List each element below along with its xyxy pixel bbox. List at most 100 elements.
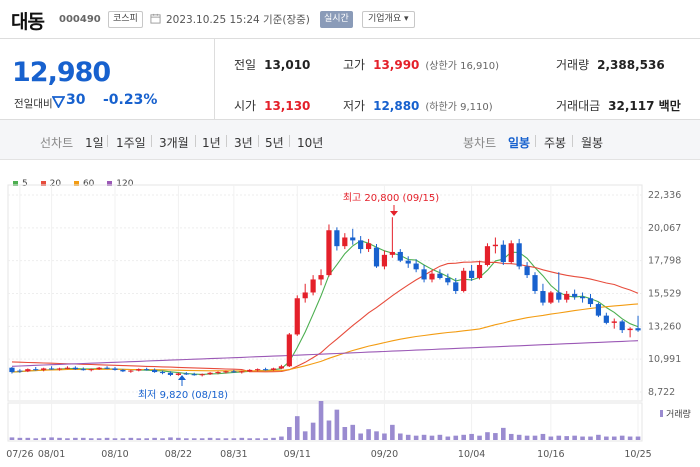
period-5y[interactable]: 5년 [265, 136, 284, 150]
candle-body [48, 368, 55, 370]
stock-chart[interactable]: 22,336 20,067 17,798 15,529 13,260 10,991 8,72… [0, 160, 700, 467]
volume-bar [382, 433, 387, 440]
divider [535, 135, 536, 147]
realtime-button[interactable]: 실시간 [320, 11, 353, 28]
candle-body [572, 293, 578, 297]
x-tick-label: 08/22 [165, 449, 192, 460]
volume-bar [461, 434, 466, 440]
change-percent: -0.23% [103, 92, 158, 108]
volume-bar [453, 435, 459, 440]
candle-body [302, 292, 308, 299]
candle-body [167, 372, 174, 375]
divider [214, 39, 215, 119]
candle-body [397, 251, 403, 261]
y-tick-label: 22,336 [648, 190, 681, 201]
candle-body [183, 373, 189, 375]
candle-body [104, 367, 110, 369]
low-annotation: 최저 9,820 (08/18) [138, 389, 228, 401]
quote-datetime: 2023.10.25 15:24 기준(장중) [166, 14, 310, 26]
volume-bar [215, 438, 221, 440]
candle-body [540, 291, 546, 303]
volume-bar [17, 437, 23, 440]
legend-swatch [73, 181, 79, 186]
volume-bar [326, 420, 332, 440]
volume-bar [239, 437, 245, 440]
volume-bar [358, 433, 363, 440]
candle-body [56, 368, 63, 370]
candle-body [199, 374, 205, 376]
candle-body [326, 230, 332, 276]
candle-body [17, 370, 23, 372]
candle-body [64, 367, 71, 369]
period-1w[interactable]: 1주일 [116, 136, 146, 150]
divider [289, 135, 290, 147]
y-tick-label: 8,722 [648, 387, 675, 398]
volume-bar [508, 433, 514, 440]
volume-bar [128, 437, 134, 440]
candle-body [278, 366, 285, 369]
candle-body [381, 254, 388, 267]
volume-bar [635, 436, 641, 440]
volume-bar [532, 435, 538, 440]
volume: 거래량 2,388,536 [556, 58, 665, 72]
volume-bar [120, 438, 126, 440]
period-3m[interactable]: 3개월 [159, 136, 189, 150]
volume-bar [469, 433, 474, 440]
candle-body [500, 244, 506, 263]
candle-monthly[interactable]: 월봉 [581, 136, 604, 150]
stock-header: 대동 000490 코스피 2023.10.25 15:24 기준(장중) 실시… [0, 0, 700, 38]
clock-icon [150, 13, 161, 24]
volume-bar [516, 434, 522, 440]
volume-bar [112, 438, 118, 440]
candle-daily[interactable]: 일봉 [508, 136, 531, 150]
volume-bar [168, 437, 173, 440]
divider [572, 135, 573, 147]
period-10y[interactable]: 10년 [297, 136, 324, 150]
candle-body [587, 298, 594, 305]
volume-bar [96, 438, 102, 440]
high-annotation: 최고 20,800 (09/15) [343, 192, 439, 204]
volume-bar [49, 437, 54, 440]
volume-bar [88, 438, 94, 440]
volume-bar [366, 429, 371, 440]
period-3y[interactable]: 3년 [234, 136, 253, 150]
candle-body [120, 369, 126, 372]
volume-bar [524, 435, 530, 440]
down-arrow-icon [52, 96, 65, 108]
current-price: 12,980 [12, 57, 111, 88]
x-tick-label: 09/11 [284, 449, 311, 460]
volume-bar [627, 436, 633, 440]
period-1d[interactable]: 1일 [85, 136, 104, 150]
volume-bar [144, 438, 149, 440]
candle-body [318, 275, 324, 280]
volume-bar [390, 424, 395, 440]
candle-body [469, 270, 475, 279]
candle-body [294, 298, 300, 335]
volume-bar [540, 433, 546, 440]
volume-bar [271, 437, 276, 440]
volume-bar [421, 434, 427, 440]
day-high: 고가 13,990 (상한가 16,910) [343, 58, 499, 72]
volume-bar [199, 438, 205, 440]
period-1y[interactable]: 1년 [202, 136, 221, 150]
stock-code: 000490 [59, 14, 101, 25]
candle-body [88, 369, 94, 371]
candle-body [556, 292, 562, 300]
volume-bar [405, 434, 411, 440]
candle-weekly[interactable]: 주봉 [544, 136, 567, 150]
volume-bar [255, 438, 260, 440]
candle-body [191, 374, 197, 376]
volume-bar [136, 438, 142, 440]
candle-body [484, 246, 491, 265]
candle-body [405, 260, 411, 264]
volume-bar [57, 437, 62, 440]
company-overview-button[interactable]: 기업개요 ▾ [362, 11, 415, 28]
candle-body [33, 369, 39, 371]
market-badge[interactable]: 코스피 [108, 11, 143, 28]
volume-bar [334, 409, 340, 440]
candle-body [532, 275, 538, 292]
candle-body [350, 237, 356, 241]
volume-bar [501, 427, 506, 440]
chart-toolbar: 선차트 1일 1주일 3개월 1년 3년 5년 10년 봉차트 일봉 주봉 월봉 [0, 120, 700, 160]
legend-swatch [107, 181, 113, 186]
